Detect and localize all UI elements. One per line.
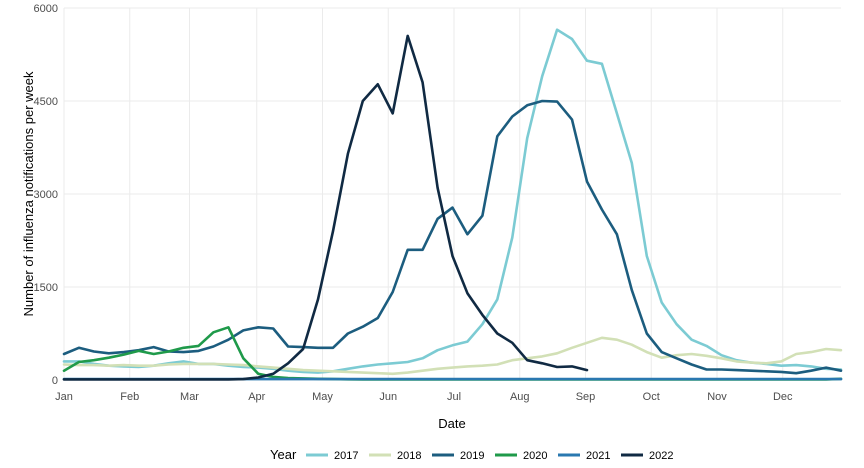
x-tick-label: Jun: [379, 391, 397, 403]
series-line-2018: [62, 336, 843, 376]
y-tick-label: 6000: [34, 3, 58, 15]
x-tick-label: May: [312, 391, 333, 403]
legend-label-2021: 2021: [586, 450, 610, 462]
x-axis-ticks: Jan Feb Mar Apr May Jun Jul Aug Sep Oct Nov Dec: [55, 391, 793, 403]
y-axis-title: Number of influenza notifications per we…: [21, 71, 36, 316]
x-tick-label: Dec: [773, 391, 793, 403]
y-tick-label: 3000: [34, 189, 58, 201]
x-tick-label: Oct: [643, 391, 660, 403]
x-tick-label: Jul: [447, 391, 461, 403]
x-axis-title: Date: [438, 416, 465, 431]
x-tick-label: Jan: [55, 391, 73, 403]
grid: [63, 7, 841, 381]
legend-label-2022: 2022: [649, 450, 673, 462]
legend-label-2018: 2018: [397, 450, 421, 462]
series-line-2020: [62, 325, 843, 381]
legend-title: Year: [270, 447, 297, 462]
y-tick-label: 0: [52, 375, 58, 387]
x-tick-label: Mar: [180, 391, 199, 403]
legend: 2017 2018 2019 2020 2021 2022: [306, 450, 673, 462]
x-tick-label: Apr: [248, 391, 265, 403]
x-tick-label: Aug: [510, 391, 530, 403]
series-lines: [62, 28, 843, 381]
x-tick-label: Feb: [120, 391, 139, 403]
legend-label-2017: 2017: [334, 450, 358, 462]
legend-label-2020: 2020: [523, 450, 547, 462]
series-line-2019: [62, 99, 843, 375]
legend-label-2019: 2019: [460, 450, 484, 462]
x-tick-label: Sep: [576, 391, 596, 403]
y-tick-label: 1500: [34, 282, 58, 294]
y-axis-ticks: 0 1500 3000 4500 6000: [34, 3, 58, 387]
x-tick-label: Nov: [707, 391, 727, 403]
series-line-2017: [62, 28, 843, 374]
series-line-2022: [62, 34, 589, 381]
y-tick-label: 4500: [34, 96, 58, 108]
